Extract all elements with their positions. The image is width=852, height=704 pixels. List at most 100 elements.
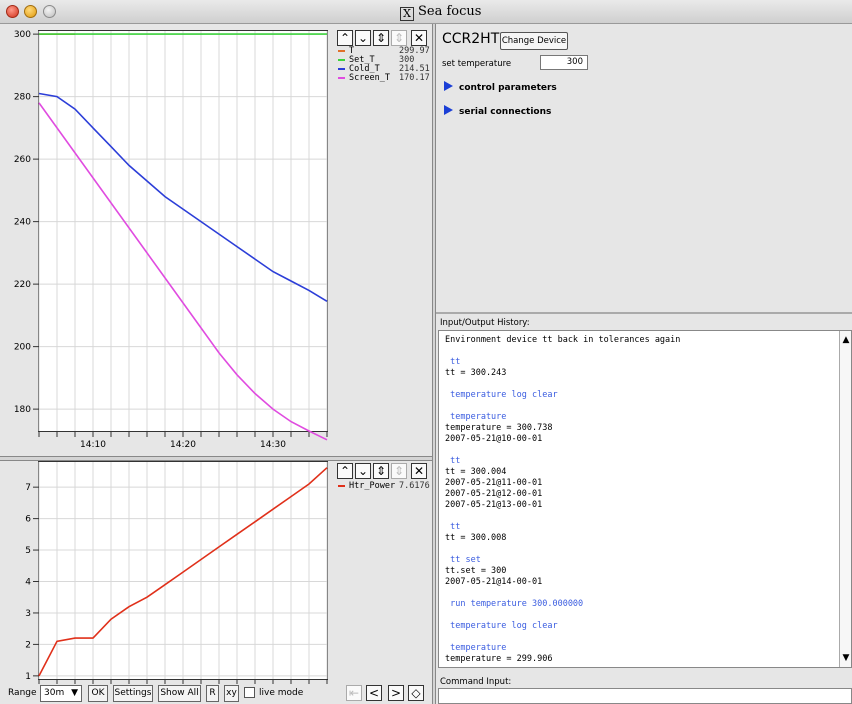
scroll-right-button[interactable]: > — [388, 685, 404, 701]
history-line: tt = 300.008 — [445, 533, 507, 543]
scroll-start-button[interactable]: ⇤ — [346, 685, 362, 701]
range-label: Range — [8, 688, 37, 698]
reset-button[interactable]: R — [206, 685, 219, 702]
ok-button[interactable]: OK — [88, 685, 108, 702]
series-line-htr-power — [38, 467, 328, 677]
section-label: control parameters — [459, 83, 557, 93]
zoom-window-button[interactable] — [43, 5, 56, 18]
section-label: serial connections — [459, 107, 552, 117]
history-command: temperature — [445, 412, 507, 422]
history-line: 2007-05-21@12-00-01 — [445, 489, 543, 499]
scroll-both-button[interactable]: ◇ — [408, 685, 424, 701]
set-temperature-input[interactable]: 300 — [540, 55, 588, 70]
minimize-window-button[interactable] — [24, 5, 37, 18]
history-line: 2007-05-21@14-00-01 — [445, 577, 543, 587]
history-command: tt — [445, 456, 461, 466]
history-line — [445, 588, 835, 599]
legend-swatch — [338, 50, 345, 52]
live-mode-checkbox[interactable] — [244, 687, 255, 698]
settings-button[interactable]: Settings — [113, 685, 153, 702]
legend-entry[interactable]: T 299.97 — [338, 46, 432, 56]
history-line — [445, 346, 835, 357]
history-line — [445, 610, 835, 621]
legend-entry[interactable]: Htr_Power 7.6176 — [338, 481, 432, 491]
x-tick-label: 14:10 — [80, 440, 106, 450]
serial-connections-toggle[interactable]: serial connections — [444, 105, 551, 117]
x-tick-label: 14:30 — [260, 440, 286, 450]
legend-value: 214.51 — [399, 64, 430, 74]
expand-button[interactable]: ⇕ — [373, 463, 389, 479]
history-command: temperature — [445, 643, 507, 653]
history-text: Environment device tt back in tolerances… — [445, 335, 835, 665]
range-select-value: 30m — [44, 688, 65, 698]
y-tick-label: 260 — [14, 155, 31, 165]
y-tick-label: 4 — [25, 578, 31, 588]
y-tick-label: 6 — [25, 515, 31, 525]
collapse-button[interactable]: ⇕ — [391, 463, 407, 479]
live-mode-label: live mode — [259, 688, 304, 698]
history-command: temperature log clear — [445, 390, 558, 400]
scroll-up-icon[interactable]: ▲ — [842, 335, 850, 345]
legend-swatch — [338, 77, 345, 79]
window-title-text: Sea focus — [418, 4, 482, 19]
history-command: tt — [445, 357, 461, 367]
range-select[interactable]: 30m ▼ — [40, 685, 82, 702]
scroll-left-button[interactable]: < — [366, 685, 382, 701]
set-temperature-label: set temperature — [442, 59, 512, 69]
history-label: Input/Output History: — [440, 318, 530, 328]
change-device-button[interactable]: Change Device — [500, 32, 568, 50]
legend-name: Htr_Power — [349, 481, 396, 491]
move-up-button[interactable]: ⌃ — [337, 463, 353, 479]
command-input[interactable] — [438, 688, 852, 704]
history-line: 2007-05-21@10-00-01 — [445, 434, 543, 444]
series-line-cold-t — [38, 92, 328, 302]
y-tick-label: 300 — [14, 30, 31, 40]
panel-divider — [436, 312, 852, 314]
y-tick-label: 1 — [25, 672, 31, 682]
history-line — [445, 544, 835, 555]
legend-name: Set_T — [349, 55, 375, 65]
legend-entry[interactable]: Cold_T 214.51 — [338, 64, 432, 74]
legend-entry[interactable]: Screen_T 170.17 — [338, 73, 432, 83]
close-plot-button[interactable]: ✕ — [411, 30, 427, 46]
move-down-button[interactable]: ⌄ — [355, 30, 371, 46]
x-tick-label: 14:20 — [170, 440, 196, 450]
vertical-splitter[interactable] — [432, 24, 436, 704]
scroll-down-icon[interactable]: ▼ — [842, 653, 850, 663]
y-tick-label: 220 — [14, 280, 31, 290]
history-scrollbar[interactable]: ▲ ▼ — [839, 331, 851, 667]
history-line: temperature = 299.906 — [445, 654, 553, 664]
move-down-button[interactable]: ⌄ — [355, 463, 371, 479]
history-line: tt = 300.004 — [445, 467, 507, 477]
xy-button[interactable]: xy — [224, 685, 239, 702]
history-command: tt set — [445, 555, 481, 565]
device-name: CCR2HT — [442, 31, 500, 47]
legend-value: 300 — [399, 55, 415, 65]
power-legend: Htr_Power 7.6176 — [338, 481, 432, 491]
history-line: Environment device tt back in tolerances… — [445, 335, 681, 345]
y-tick-label: 200 — [14, 343, 31, 353]
expand-button[interactable]: ⇕ — [373, 30, 389, 46]
show-all-button[interactable]: Show All — [158, 685, 201, 702]
history-line — [445, 379, 835, 390]
horizontal-splitter[interactable] — [0, 456, 432, 461]
control-parameters-toggle[interactable]: control parameters — [444, 81, 557, 93]
series-line-screen-t — [38, 102, 328, 441]
dropdown-arrow-icon: ▼ — [71, 688, 78, 698]
y-tick-label: 7 — [25, 483, 31, 493]
legend-swatch — [338, 485, 345, 487]
y-tick-label: 3 — [25, 609, 31, 619]
temperature-chart: 180 200 220 240 260 280 300 14:10 14:20 14:30 — [14, 30, 328, 450]
legend-entry[interactable]: Set_T 300 — [338, 55, 432, 65]
y-tick-label: 2 — [25, 640, 31, 650]
collapse-button[interactable]: ⇕ — [391, 30, 407, 46]
close-window-button[interactable] — [6, 5, 19, 18]
y-tick-label: 5 — [25, 546, 31, 556]
history-log[interactable]: Environment device tt back in tolerances… — [438, 330, 852, 668]
device-panel: CCR2HT Change Device set temperature 300… — [436, 24, 852, 312]
move-up-button[interactable]: ⌃ — [337, 30, 353, 46]
history-line — [445, 511, 835, 522]
temperature-legend: T 299.97 Set_T 300 Cold_T 214.51 Screen_T 170.1… — [338, 46, 432, 83]
legend-name: Screen_T — [349, 73, 390, 83]
close-plot-button[interactable]: ✕ — [411, 463, 427, 479]
